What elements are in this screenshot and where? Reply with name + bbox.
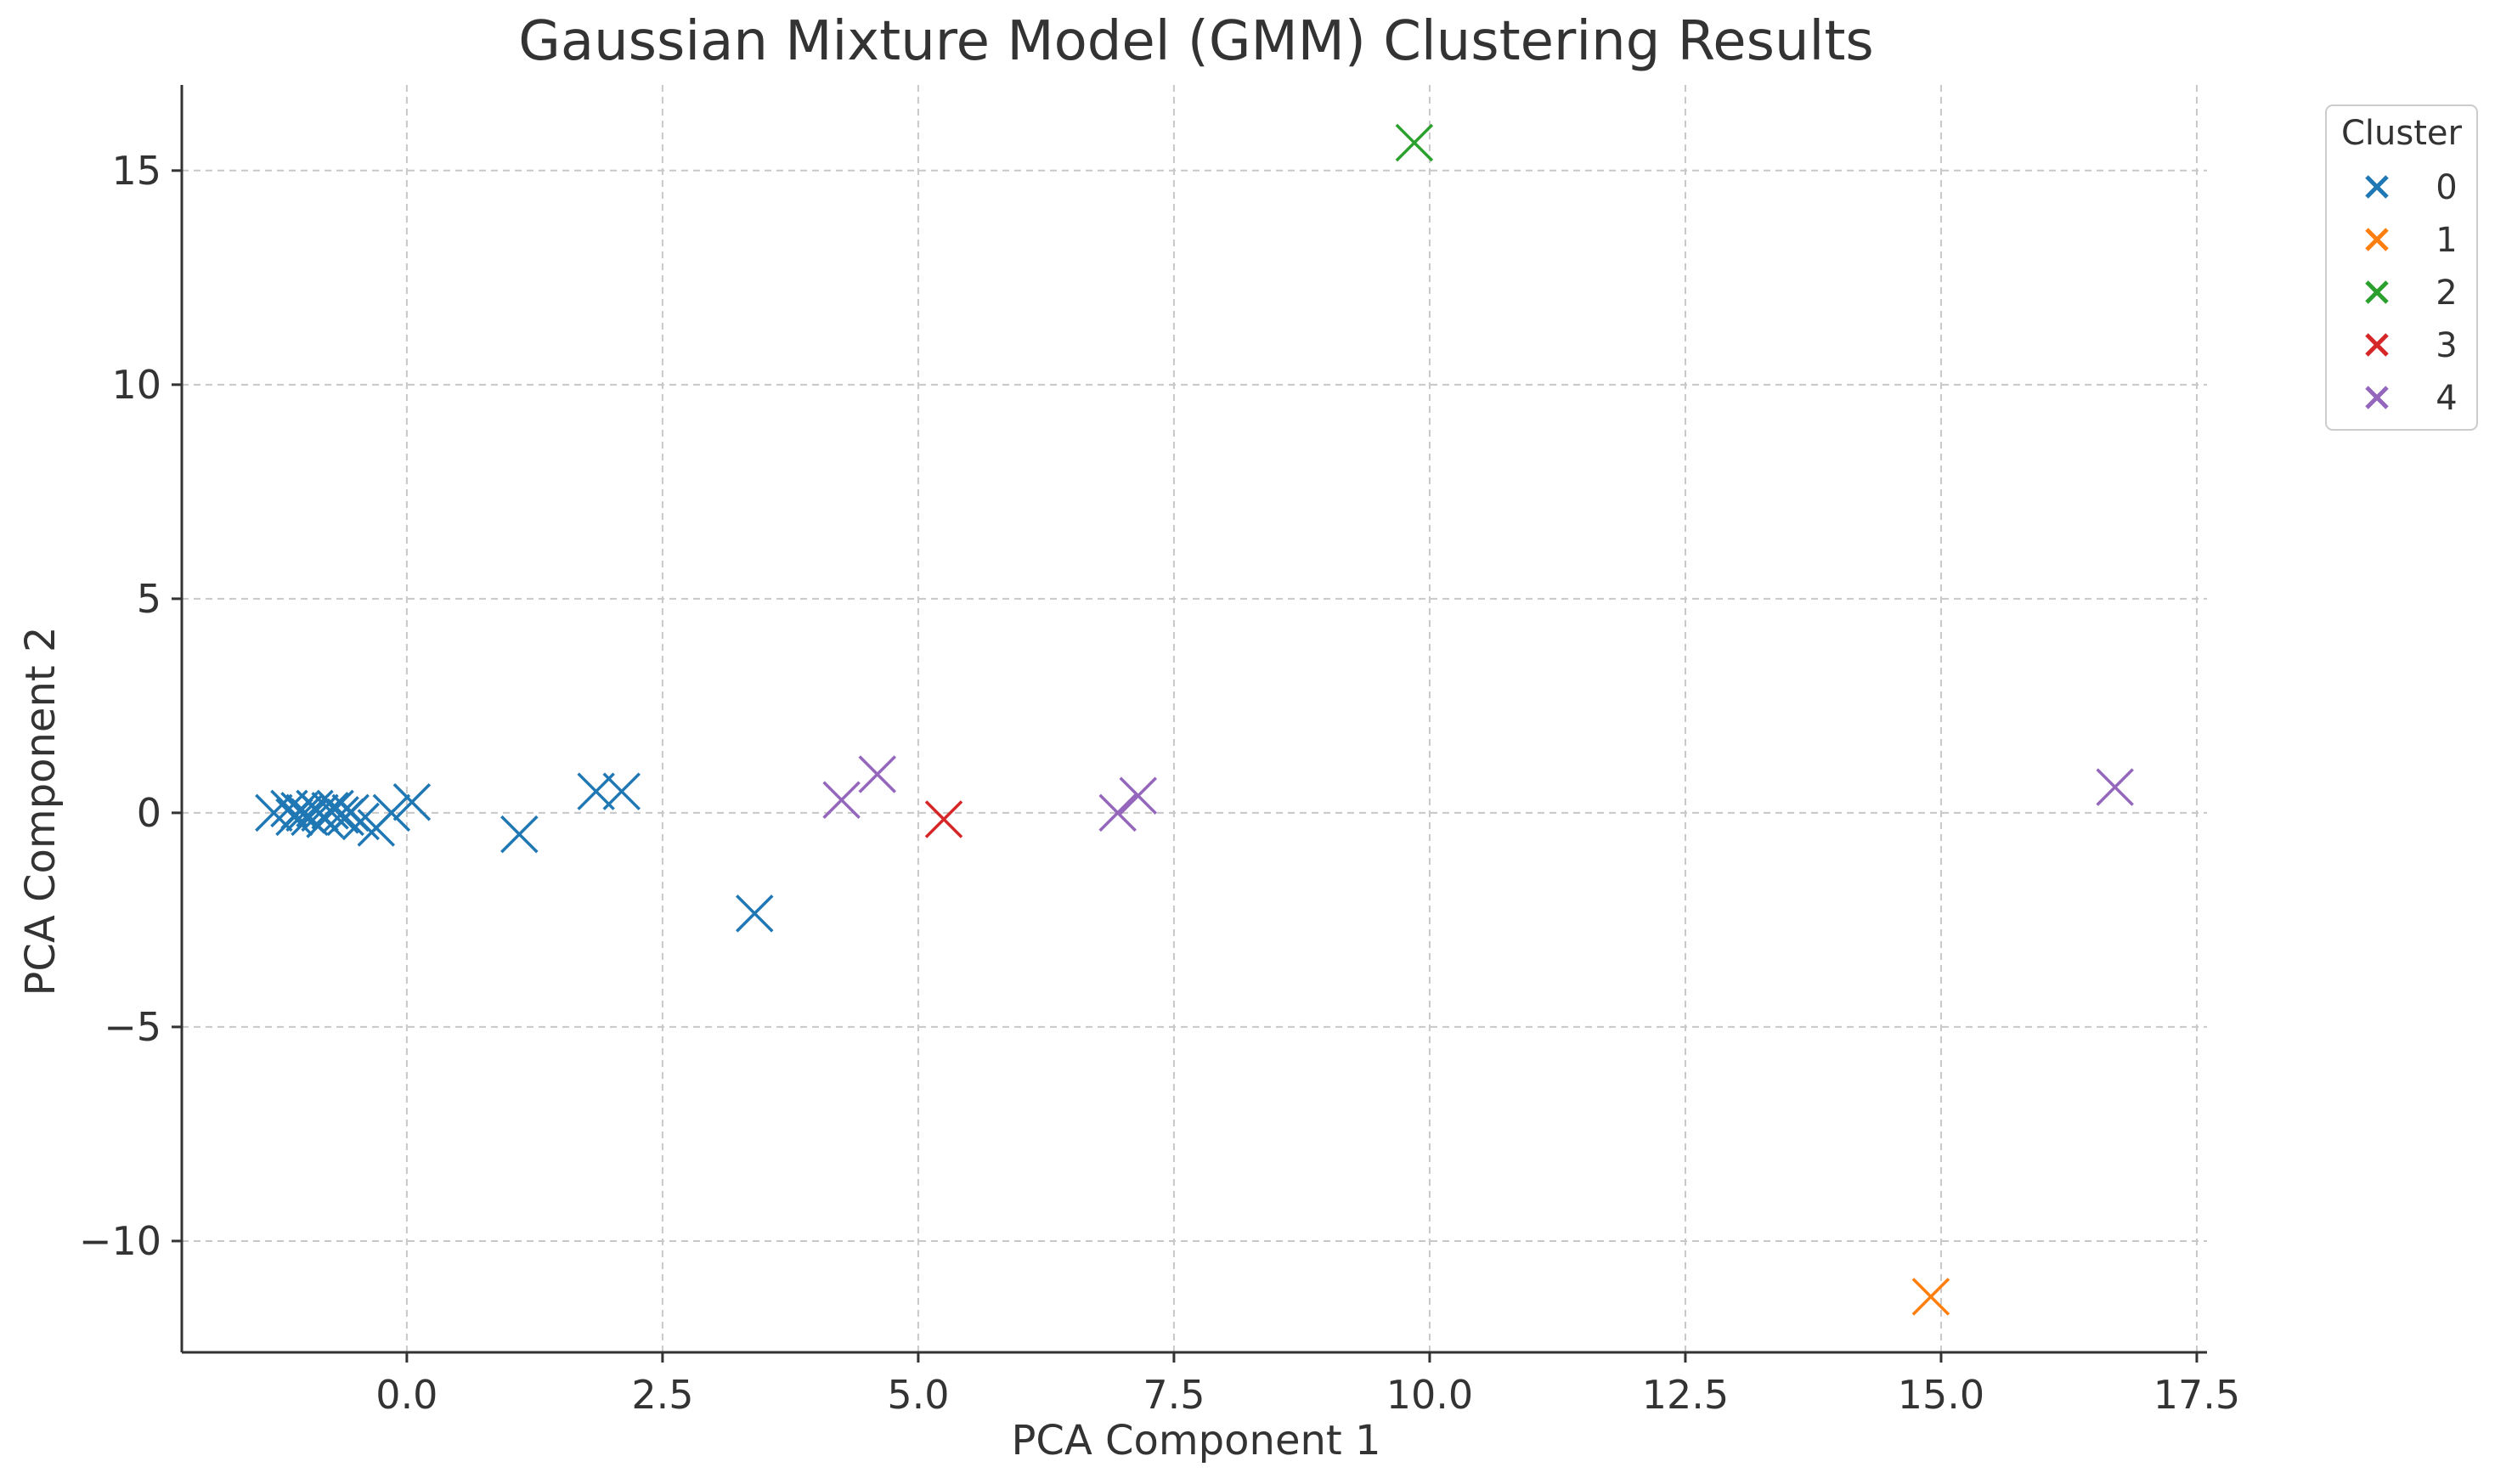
- legend-title: Cluster: [2341, 114, 2463, 153]
- legend-marker-0: [2365, 175, 2389, 199]
- legend-marker-1: [2365, 228, 2389, 251]
- marker-stroke: [311, 792, 349, 830]
- marker-stroke: [392, 783, 432, 821]
- marker-stroke: [372, 793, 411, 832]
- legend-label-0: 0: [2436, 168, 2457, 207]
- legend-marker-stroke: [2365, 175, 2389, 199]
- legend-marker-stroke: [2365, 333, 2389, 357]
- x-tick-label: 12.5: [1642, 1372, 1729, 1418]
- marker-stroke: [1119, 776, 1158, 815]
- marker-stroke: [1395, 123, 1434, 162]
- marker-stroke: [822, 781, 861, 820]
- marker-stroke: [2096, 768, 2134, 806]
- marker-stroke: [280, 792, 319, 830]
- data-point-cluster-0: [291, 798, 329, 837]
- marker-stroke: [1098, 793, 1137, 832]
- marker-stroke: [321, 796, 359, 834]
- y-tick-label: 0: [137, 790, 161, 836]
- y-tick-label: 10: [111, 362, 161, 408]
- legend-marker-3: [2365, 333, 2389, 357]
- marker-stroke: [736, 894, 774, 933]
- x-tick-label: 17.5: [2153, 1372, 2240, 1418]
- y-axis-label: PCA Component 2: [17, 626, 65, 996]
- legend-label-1: 1: [2436, 221, 2457, 260]
- marker-stroke: [858, 755, 896, 793]
- data-point-cluster-0: [736, 894, 774, 933]
- x-tick-label: 5.0: [887, 1372, 949, 1418]
- data-point-cluster-0: [500, 815, 539, 854]
- y-tick-label: −5: [104, 1004, 161, 1050]
- legend-marker-stroke: [2365, 228, 2389, 251]
- y-tick-label: −10: [79, 1218, 161, 1264]
- legend-box: [2325, 104, 2478, 431]
- marker-stroke: [1911, 1278, 1950, 1316]
- x-axis-label: PCA Component 1: [1011, 1417, 1380, 1464]
- axes: 0.0 2.5 5.0 7.5 10.0 12.5 15.0 17.5 −10 −5 0 5 10 15: [79, 85, 2240, 1418]
- data-point-cluster-4: [1098, 793, 1137, 832]
- legend: Cluster 0 1 2 3 4: [2325, 104, 2478, 431]
- data-point-cluster-3: [924, 800, 963, 838]
- data-point-cluster-4: [822, 781, 861, 820]
- legend-label-4: 4: [2436, 379, 2457, 418]
- data-points: [255, 123, 2134, 1316]
- chart-title: Gaussian Mixture Model (GMM) Clustering …: [518, 10, 1874, 73]
- legend-marker-4: [2365, 386, 2389, 409]
- legend-marker-2: [2365, 280, 2389, 304]
- y-tick-label: 5: [137, 576, 161, 622]
- data-point-cluster-4: [1119, 776, 1158, 815]
- data-point-cluster-0: [392, 783, 432, 821]
- legend-label-2: 2: [2436, 274, 2457, 313]
- data-point-cluster-0: [321, 796, 359, 834]
- data-point-cluster-4: [858, 755, 896, 793]
- marker-stroke: [924, 800, 963, 838]
- data-point-cluster-1: [1911, 1278, 1950, 1316]
- marker-stroke: [255, 793, 293, 832]
- marker-stroke: [602, 772, 641, 810]
- x-tick-label: 2.5: [631, 1372, 693, 1418]
- legend-marker-stroke: [2365, 280, 2389, 304]
- data-point-cluster-0: [602, 772, 641, 810]
- x-tick-label: 15.0: [1898, 1372, 1984, 1418]
- legend-marker-stroke: [2365, 386, 2389, 409]
- data-point-cluster-2: [1395, 123, 1434, 162]
- marker-stroke: [342, 802, 380, 841]
- y-tick-label: 15: [111, 148, 161, 194]
- grid: [182, 85, 2207, 1352]
- x-tick-label: 7.5: [1143, 1372, 1205, 1418]
- data-point-cluster-4: [2096, 768, 2134, 806]
- x-tick-label: 0.0: [375, 1372, 437, 1418]
- data-point-cluster-0: [372, 793, 411, 832]
- legend-label-3: 3: [2436, 326, 2457, 365]
- marker-stroke: [291, 798, 329, 837]
- marker-stroke: [500, 815, 539, 854]
- x-tick-label: 10.0: [1386, 1372, 1473, 1418]
